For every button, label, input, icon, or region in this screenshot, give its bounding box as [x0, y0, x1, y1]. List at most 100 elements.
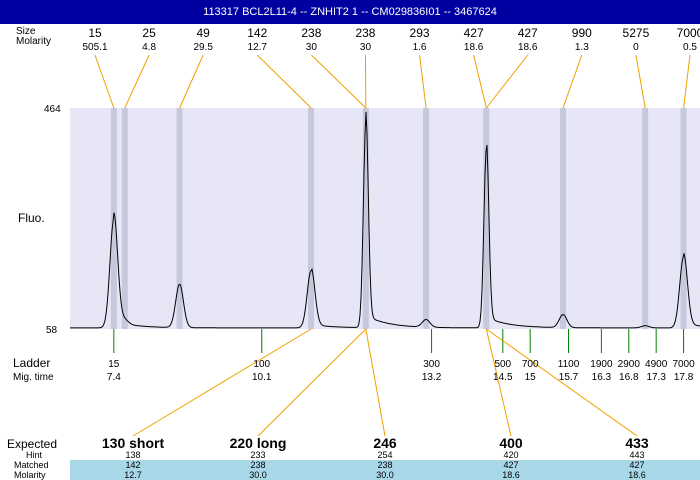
peak-band	[362, 108, 369, 329]
ladder-size-label: 1900	[590, 359, 613, 370]
matched-row-label: Matched	[14, 460, 49, 470]
expected-molarity-value: 18.6	[502, 470, 520, 480]
expected-molarity-value: 30.0	[249, 470, 267, 480]
ladder-size-label: 7000	[672, 359, 695, 370]
ladder-row-label: Ladder	[13, 356, 50, 370]
ladder-time-label: 13.2	[422, 372, 442, 383]
expected-size-label: 400	[499, 435, 523, 451]
peak-size-label: 990	[572, 26, 592, 40]
peak-connector	[562, 54, 583, 109]
peak-band	[680, 108, 687, 329]
peak-molarity-label: 18.6	[518, 42, 538, 53]
peak-molarity-label: 18.6	[464, 42, 484, 53]
ladder-size-label: 2900	[618, 359, 641, 370]
peak-size-label: 49	[197, 26, 211, 40]
peak-connector	[419, 54, 427, 109]
expected-connector	[365, 328, 386, 437]
ladder-size-label: 4900	[645, 359, 668, 370]
peak-band	[423, 108, 430, 329]
peak-size-label: 5275	[623, 26, 650, 40]
peak-molarity-label: 1.6	[413, 42, 427, 53]
trace-line	[70, 111, 700, 329]
peak-molarity-label: 0	[633, 42, 639, 53]
ladder-time-label: 10.1	[252, 372, 272, 383]
molarity-row-label: Molarity	[16, 36, 51, 47]
peak-connector	[485, 54, 529, 109]
peak-band	[308, 108, 315, 329]
ladder-size-label: 1100	[558, 359, 580, 370]
ladder-size-label: 700	[522, 359, 539, 370]
ladder-size-label: 500	[494, 359, 511, 370]
peak-molarity-label: 4.8	[142, 42, 156, 53]
expected-hint-value: 254	[377, 450, 392, 460]
expected-molarity-value: 12.7	[124, 470, 142, 480]
expected-molarity-value: 30.0	[376, 470, 394, 480]
peak-connector	[311, 54, 367, 109]
hint-row-label: Hint	[26, 450, 43, 460]
expected-molarity-value: 18.6	[628, 470, 646, 480]
expected-row-label: Expected	[7, 437, 57, 451]
peak-band	[560, 108, 567, 329]
peak-molarity-label: 30	[306, 42, 318, 53]
ladder-size-label: 300	[423, 359, 440, 370]
ladder-time-label: 7.4	[107, 372, 121, 383]
peak-connector	[124, 54, 150, 109]
peak-molarity-label: 29.5	[193, 42, 213, 53]
peak-size-label: 15	[88, 26, 102, 40]
peak-connector	[683, 54, 691, 109]
y-axis-label: Fluo.	[18, 211, 45, 225]
ladder-size-label: 100	[253, 359, 270, 370]
ladder-time-label: 17.8	[674, 372, 694, 383]
expected-connector	[132, 328, 312, 437]
expected-size-label: 130 short	[102, 435, 165, 451]
ladder-time-label: 15.7	[559, 372, 579, 383]
expected-matched-value: 238	[377, 460, 392, 470]
peak-size-label: 25	[142, 26, 156, 40]
peak-connector	[179, 54, 204, 109]
peak-size-label: 293	[410, 26, 430, 40]
expected-matched-value: 238	[250, 460, 265, 470]
peak-connector	[94, 54, 115, 109]
peak-molarity-label: 30	[360, 42, 372, 53]
ladder-time-label: 14.5	[493, 372, 513, 383]
peak-molarity-label: 12.7	[248, 42, 268, 53]
peak-molarity-label: 1.3	[575, 42, 589, 53]
peak-molarity-label: 505.1	[82, 42, 107, 53]
y-tick-label-top: 464	[44, 104, 61, 115]
plot-area	[70, 108, 700, 329]
expected-hint-value: 138	[125, 450, 140, 460]
size-row-label: Size	[16, 26, 36, 37]
peak-band	[642, 108, 649, 329]
expected-connector	[486, 328, 638, 437]
expected-hint-value: 443	[629, 450, 644, 460]
peak-molarity-label: 0.5	[683, 42, 697, 53]
expected-size-label: 246	[373, 435, 397, 451]
peak-size-label: 238	[301, 26, 321, 40]
peak-size-label: 427	[464, 26, 484, 40]
peak-band	[483, 108, 490, 329]
ladder-time-label: 15	[525, 372, 537, 383]
molarity-bottom-row-label: Molarity	[14, 470, 46, 480]
peak-band	[121, 108, 128, 329]
peak-connector	[473, 54, 487, 109]
chart-title: 113317 BCL2L11-4 -- ZNHIT2 1 -- CM029836…	[0, 0, 700, 24]
peak-connector	[635, 54, 646, 109]
y-tick-label-bottom: 58	[46, 325, 58, 336]
ladder-time-label: 17.3	[646, 372, 666, 383]
expected-connector	[257, 328, 367, 437]
peak-size-label: 238	[355, 26, 375, 40]
ladder-time-label: 16.3	[592, 372, 612, 383]
expected-matched-value: 142	[125, 460, 140, 470]
ladder-size-label: 15	[108, 359, 120, 370]
expected-size-label: 220 long	[230, 435, 287, 451]
expected-hint-value: 420	[503, 450, 518, 460]
expected-connector	[485, 328, 512, 437]
expected-hint-value: 233	[250, 450, 265, 460]
mig-time-row-label: Mig. time	[13, 372, 54, 383]
expected-matched-value: 427	[503, 460, 518, 470]
ladder-time-label: 16.8	[619, 372, 639, 383]
peak-size-label: 7000	[677, 26, 700, 40]
matched-rows-bg	[70, 460, 700, 480]
expected-matched-value: 427	[629, 460, 644, 470]
